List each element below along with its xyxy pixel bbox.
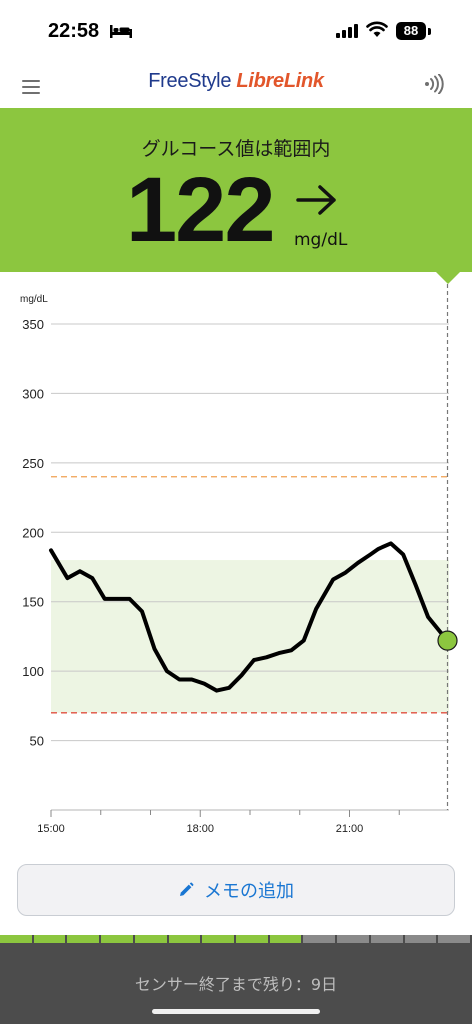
glucose-value: 122 [126,159,275,261]
sensor-footer: センサー終了まで残り：9日 [0,943,472,1024]
logo-librelink: LibreLink [236,70,324,92]
sensor-life-segment [168,935,203,943]
sensor-life-segment [101,935,135,943]
glucose-banner: グルコース値は範囲内 122 mg/dL [0,108,472,272]
x-tick-label: 15:00 [37,823,65,835]
glucose-status-text: グルコース値は範囲内 [141,138,331,160]
glucose-unit: mg/dL [294,230,348,250]
sensor-life-segment [134,935,169,943]
glucose-series-line [49,541,450,693]
current-glucose-point [437,630,458,651]
pencil-icon [180,882,194,896]
battery-indicator: 88 [396,22,426,40]
app-logo: FreeStyle LibreLink [0,70,472,93]
add-memo-label: メモの追加 [204,881,294,902]
add-memo-button[interactable]: メモの追加 [17,864,455,916]
sensor-life-segment [202,935,237,943]
sleep-focus-icon [110,25,132,38]
target-range-band [51,560,449,713]
battery-cap [428,28,431,35]
logo-freestyle: FreeStyle [148,70,232,92]
sensor-life-segment [0,935,34,943]
home-indicator [152,1009,320,1014]
cellular-signal-icon [336,24,358,38]
y-tick-label: 150 [22,595,44,610]
status-time: 22:58 [48,20,100,42]
y-tick-label: 200 [22,525,44,540]
y-tick-label: 50 [30,734,44,749]
sensor-life-segment [33,935,68,943]
sensor-life-segment [67,935,102,943]
app-header: FreeStyle LibreLink [0,64,472,108]
trend-arrow-right-icon [296,185,336,215]
sensor-life-segment [404,935,439,943]
current-time-notch [436,272,460,284]
sensor-life-segment [337,935,371,943]
y-axis-unit-label: mg/dL [20,294,48,305]
glucose-chart[interactable]: mg/dL 50 100 150 200 250 300 350 15:00 18:00 21:00 [0,284,472,844]
y-tick-label: 300 [22,386,44,401]
scan-sensor-icon[interactable] [424,74,444,94]
sensor-life-segment [269,935,304,943]
sensor-life-segment [303,935,338,943]
y-tick-label: 350 [22,317,44,332]
x-tick-label: 21:00 [336,823,364,835]
menu-icon[interactable] [22,80,40,94]
y-tick-label: 250 [22,456,44,471]
sensor-remaining-text: センサー終了まで残り：9日 [134,975,338,994]
sensor-life-segment [438,935,472,943]
wifi-icon [366,21,388,37]
status-bar: 22:58 88 [0,0,472,64]
sensor-life-segment [236,935,270,943]
x-tick-label: 18:00 [186,823,214,835]
sensor-life-progress [0,935,472,943]
y-tick-label: 100 [22,664,44,679]
sensor-life-segment [370,935,405,943]
